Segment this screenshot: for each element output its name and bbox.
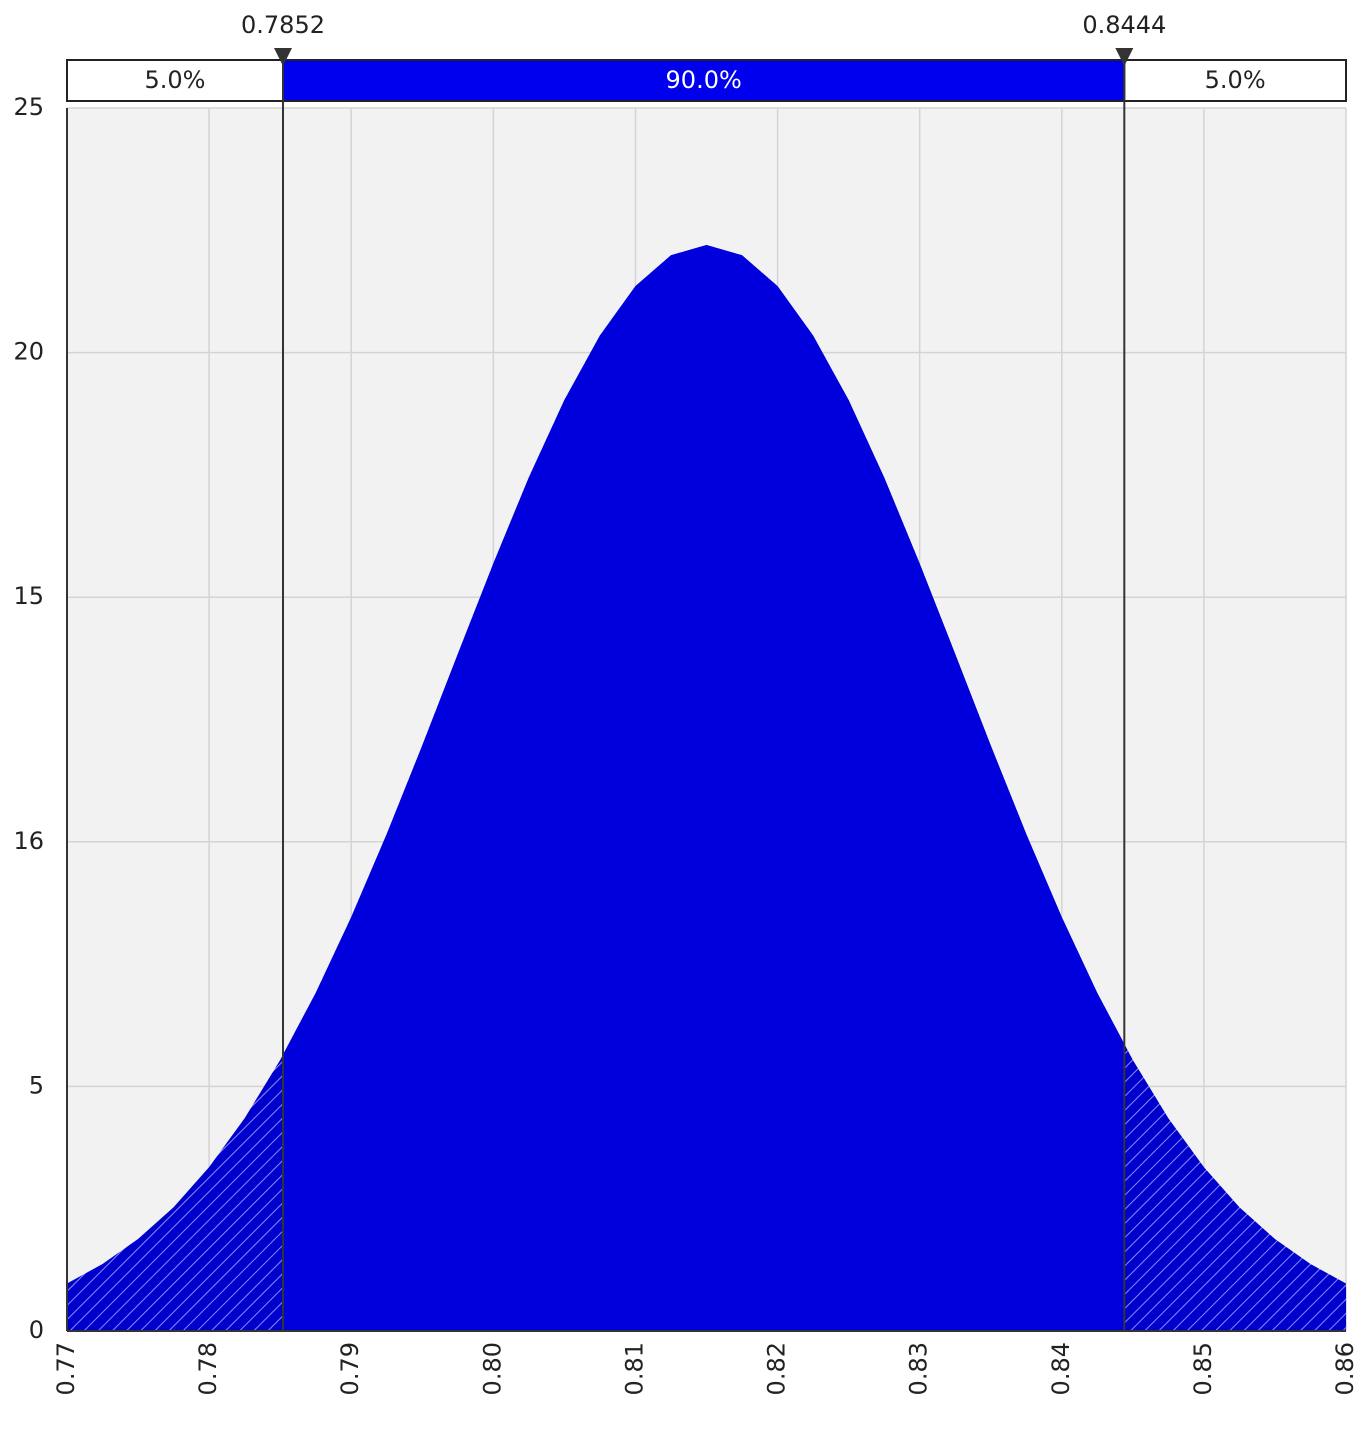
y-tick-label: 16 [13, 827, 44, 855]
y-tick-label: 0 [29, 1316, 44, 1344]
band-label: 5.0% [145, 66, 206, 94]
x-tick-label: 0.85 [1189, 1342, 1217, 1395]
y-tick-label: 15 [13, 582, 44, 610]
x-tick-label: 0.80 [478, 1342, 506, 1395]
x-tick-label: 0.84 [1047, 1342, 1075, 1395]
band-label: 90.0% [666, 66, 742, 94]
y-tick-label: 5 [29, 1071, 44, 1099]
x-tick-label: 0.79 [336, 1342, 364, 1395]
x-tick-label: 0.81 [620, 1342, 648, 1395]
probability-band [66, 59, 285, 102]
marker-handle [274, 48, 293, 66]
density-area-center [283, 244, 1125, 1331]
x-tick-label: 0.83 [905, 1342, 933, 1395]
band-label: 5.0% [1205, 66, 1266, 94]
y-tick-label: 25 [13, 93, 44, 121]
marker-label: 0.7852 [241, 11, 325, 39]
marker-label: 0.8444 [1082, 11, 1166, 39]
x-tick-label: 0.82 [763, 1342, 791, 1395]
x-tick-label: 0.86 [1331, 1342, 1359, 1395]
marker-handle [1115, 48, 1134, 66]
x-tick-label: 0.77 [52, 1342, 80, 1395]
x-tick-label: 0.78 [194, 1342, 222, 1395]
y-tick-label: 20 [13, 338, 44, 366]
